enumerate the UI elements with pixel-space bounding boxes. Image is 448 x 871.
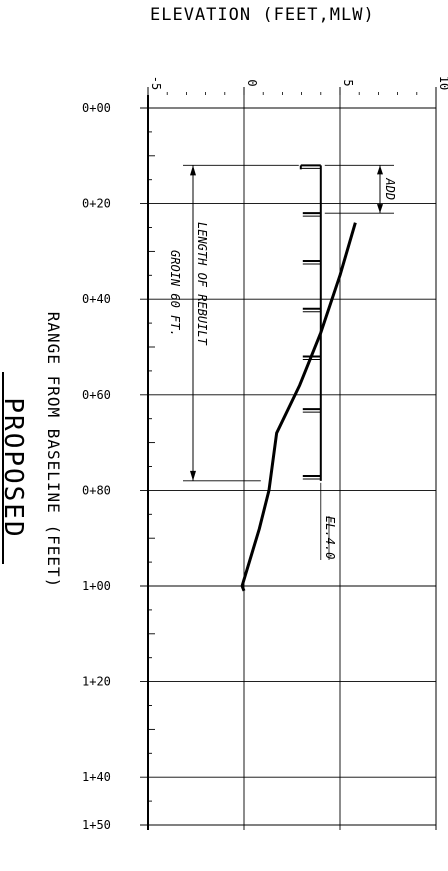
range-tick-label: 1+50 bbox=[82, 818, 111, 832]
elevation-tick-label-group: -5 bbox=[149, 76, 163, 90]
annotations: ADD LENGTH OF REBUILT GROIN 60 FT. EL.4.0 bbox=[168, 164, 397, 560]
el-label: EL.4.0 bbox=[323, 516, 337, 559]
elevation-tick-label: 0 bbox=[245, 79, 259, 86]
elevation-tick-label: -5 bbox=[149, 76, 163, 90]
range-axis-title-group: RANGE FROM BASELINE (FEET) bbox=[44, 312, 63, 588]
range-axis-title: RANGE FROM BASELINE (FEET) bbox=[44, 312, 63, 588]
elevation-tick-label: 10 bbox=[437, 76, 448, 90]
range-tick-label: 0+40 bbox=[82, 292, 111, 306]
el-label-group: EL.4.0 bbox=[323, 516, 337, 559]
proposed-title-group: PROPOSED bbox=[0, 397, 28, 538]
range-tick-label: 0+60 bbox=[82, 388, 111, 402]
add-label-group: ADD bbox=[383, 177, 397, 200]
elevation-tick-label: 5 bbox=[341, 79, 355, 86]
elevation-tick-label-group: 0 bbox=[245, 79, 259, 86]
axes bbox=[147, 87, 437, 830]
add-label: ADD bbox=[383, 177, 397, 200]
ground-profile bbox=[240, 222, 357, 592]
length-label-group: LENGTH OF REBUILT bbox=[195, 222, 209, 346]
length-label-line1: LENGTH OF REBUILT bbox=[195, 222, 209, 346]
elevation-tick-label-group: 5 bbox=[341, 79, 355, 86]
proposed-title: PROPOSED bbox=[0, 397, 28, 538]
elevation-axis-title: ELEVATION (FEET,MLW) bbox=[150, 5, 375, 25]
range-tick-label: 1+00 bbox=[82, 579, 111, 593]
length-arrow-head bbox=[190, 165, 196, 176]
range-tick-label: 1+40 bbox=[82, 770, 111, 784]
grid bbox=[140, 95, 437, 830]
range-tick-label: 1+20 bbox=[82, 675, 111, 689]
elevation-tick-label-group: 10 bbox=[437, 76, 448, 90]
add-arrow-head bbox=[377, 165, 383, 175]
length-label-line2: GROIN 60 FT. bbox=[168, 250, 182, 337]
add-arrow-head bbox=[377, 204, 383, 214]
groin bbox=[299, 164, 322, 481]
length-arrow-head bbox=[190, 470, 196, 481]
range-tick-label: 0+20 bbox=[82, 197, 111, 211]
ground-profile-line bbox=[240, 222, 357, 592]
tick-labels: -5 0 5 10 0+00 0+20 0+40 0+60 0+80 1+00 1+20 1+40 1+… bbox=[82, 76, 448, 832]
length-label-group: GROIN 60 FT. bbox=[168, 250, 182, 337]
range-tick-label: 0+00 bbox=[82, 101, 111, 115]
range-tick-label: 0+80 bbox=[82, 483, 111, 497]
